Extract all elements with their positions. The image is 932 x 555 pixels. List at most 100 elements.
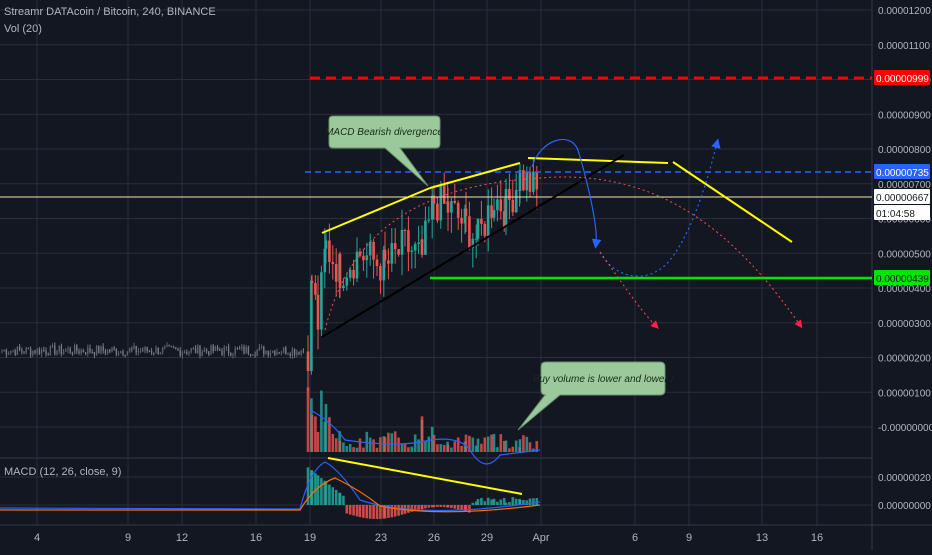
macd-histogram-bar xyxy=(518,499,522,505)
candle-body xyxy=(117,353,120,355)
black-trendline xyxy=(321,154,625,338)
candle-body xyxy=(223,347,225,355)
time-tick-label: 29 xyxy=(481,532,493,544)
candle-body xyxy=(183,352,186,354)
candle-body xyxy=(157,348,159,355)
candle-body xyxy=(331,261,335,264)
macd-divergence-line xyxy=(327,457,523,495)
macd-histogram-bar xyxy=(471,502,475,505)
candle-body xyxy=(71,352,74,354)
volume-bar xyxy=(468,435,471,452)
macd-histogram-bar xyxy=(522,499,525,505)
candle-body xyxy=(89,347,91,353)
candle-body xyxy=(34,350,36,354)
candle-body xyxy=(159,352,162,355)
time-tick-label: 13 xyxy=(756,532,768,544)
candle-body xyxy=(106,349,109,354)
candle-body xyxy=(397,249,400,255)
candle-body xyxy=(212,345,214,352)
macd-histogram-bar xyxy=(439,505,443,508)
time-axis[interactable]: 4 9 12 16 19 23 26 29 Apr 6 9 13 16 xyxy=(34,532,823,544)
candle-body xyxy=(201,352,203,356)
macd-histogram-bar xyxy=(420,505,424,510)
candle-body xyxy=(300,350,302,355)
candle-body xyxy=(113,347,115,349)
macd-histogram-bar xyxy=(417,505,420,510)
candle-body xyxy=(518,170,522,191)
drawing-layer: MACD Bearish divergence Buy volume is low… xyxy=(0,76,872,495)
candle-body xyxy=(29,348,32,355)
macd-histogram-bar xyxy=(496,501,499,505)
candle-body xyxy=(186,352,188,354)
macd-histogram-bar xyxy=(393,505,397,517)
macd-histogram-bar xyxy=(410,505,414,512)
candle-body xyxy=(153,353,155,355)
candle-body xyxy=(23,351,25,353)
candle-body xyxy=(62,351,65,354)
volume-bars xyxy=(306,387,541,465)
macd-histogram-bar xyxy=(427,505,431,508)
macd-histogram-bar xyxy=(508,501,511,505)
candle-body xyxy=(188,351,190,354)
volume-bar xyxy=(528,442,532,452)
macd-histogram-bar xyxy=(453,505,457,509)
candle-body xyxy=(245,347,247,354)
macd-histogram-bar xyxy=(486,497,490,505)
price-tag-bg xyxy=(874,70,930,85)
macd-histogram-bar xyxy=(331,487,335,505)
macd-signal-line xyxy=(0,477,541,513)
macd-histogram-bar xyxy=(504,502,508,505)
candle-body xyxy=(382,249,386,281)
volume-bar xyxy=(407,447,410,452)
candle-body xyxy=(58,345,60,352)
candle-body xyxy=(460,217,463,224)
volume-bar xyxy=(456,437,460,452)
volume-bar xyxy=(403,443,407,452)
candle-body xyxy=(146,347,148,352)
macd-histogram-bar xyxy=(460,505,463,511)
candle-body xyxy=(120,351,122,354)
candle-body xyxy=(82,350,85,353)
volume-bar xyxy=(450,447,453,452)
macd-histogram-bar xyxy=(390,505,394,518)
candle-body xyxy=(54,345,56,355)
candle-body xyxy=(216,346,219,350)
volume-bar xyxy=(514,440,518,452)
volume-bar xyxy=(535,441,539,452)
macd-tick-label: 0.00000000 xyxy=(878,501,931,512)
volume-bar xyxy=(362,447,365,452)
candle-body xyxy=(137,351,140,353)
candle-body xyxy=(486,205,490,237)
candle-body xyxy=(348,269,352,278)
macd-histogram-bar xyxy=(328,484,331,505)
volume-bar xyxy=(483,437,487,452)
candle-body xyxy=(16,346,19,355)
volume-bar xyxy=(480,443,483,452)
candle-body xyxy=(375,259,379,266)
time-tick-label: 26 xyxy=(428,532,440,544)
volume-bar xyxy=(345,446,349,452)
macd-histogram-bar xyxy=(464,505,468,512)
candle-body xyxy=(249,354,252,356)
candle-body xyxy=(432,195,436,204)
candle-body xyxy=(291,349,294,356)
yellow-trendline xyxy=(527,157,669,164)
candle-body xyxy=(403,229,407,231)
price-tag-label: 0.00000999 xyxy=(876,74,929,85)
candle-body xyxy=(128,348,131,352)
candle-body xyxy=(78,351,80,354)
macd-histogram-bar xyxy=(436,505,439,508)
candle-body xyxy=(334,263,338,282)
macd-histogram-bar xyxy=(352,505,355,516)
price-tick-label: 0.00000700 xyxy=(878,180,931,191)
macd-histogram-bar xyxy=(310,470,314,505)
time-tick-label: 6 xyxy=(632,532,638,544)
macd-histogram-bar xyxy=(442,505,446,508)
price-axis[interactable]: 0.000012000.000011000.000010000.00000900… xyxy=(874,6,932,512)
volume-bar xyxy=(496,447,499,452)
macd-histogram-bar xyxy=(511,497,515,505)
macd-histogram-bar xyxy=(492,498,496,505)
macd-histogram-bar xyxy=(456,505,460,510)
